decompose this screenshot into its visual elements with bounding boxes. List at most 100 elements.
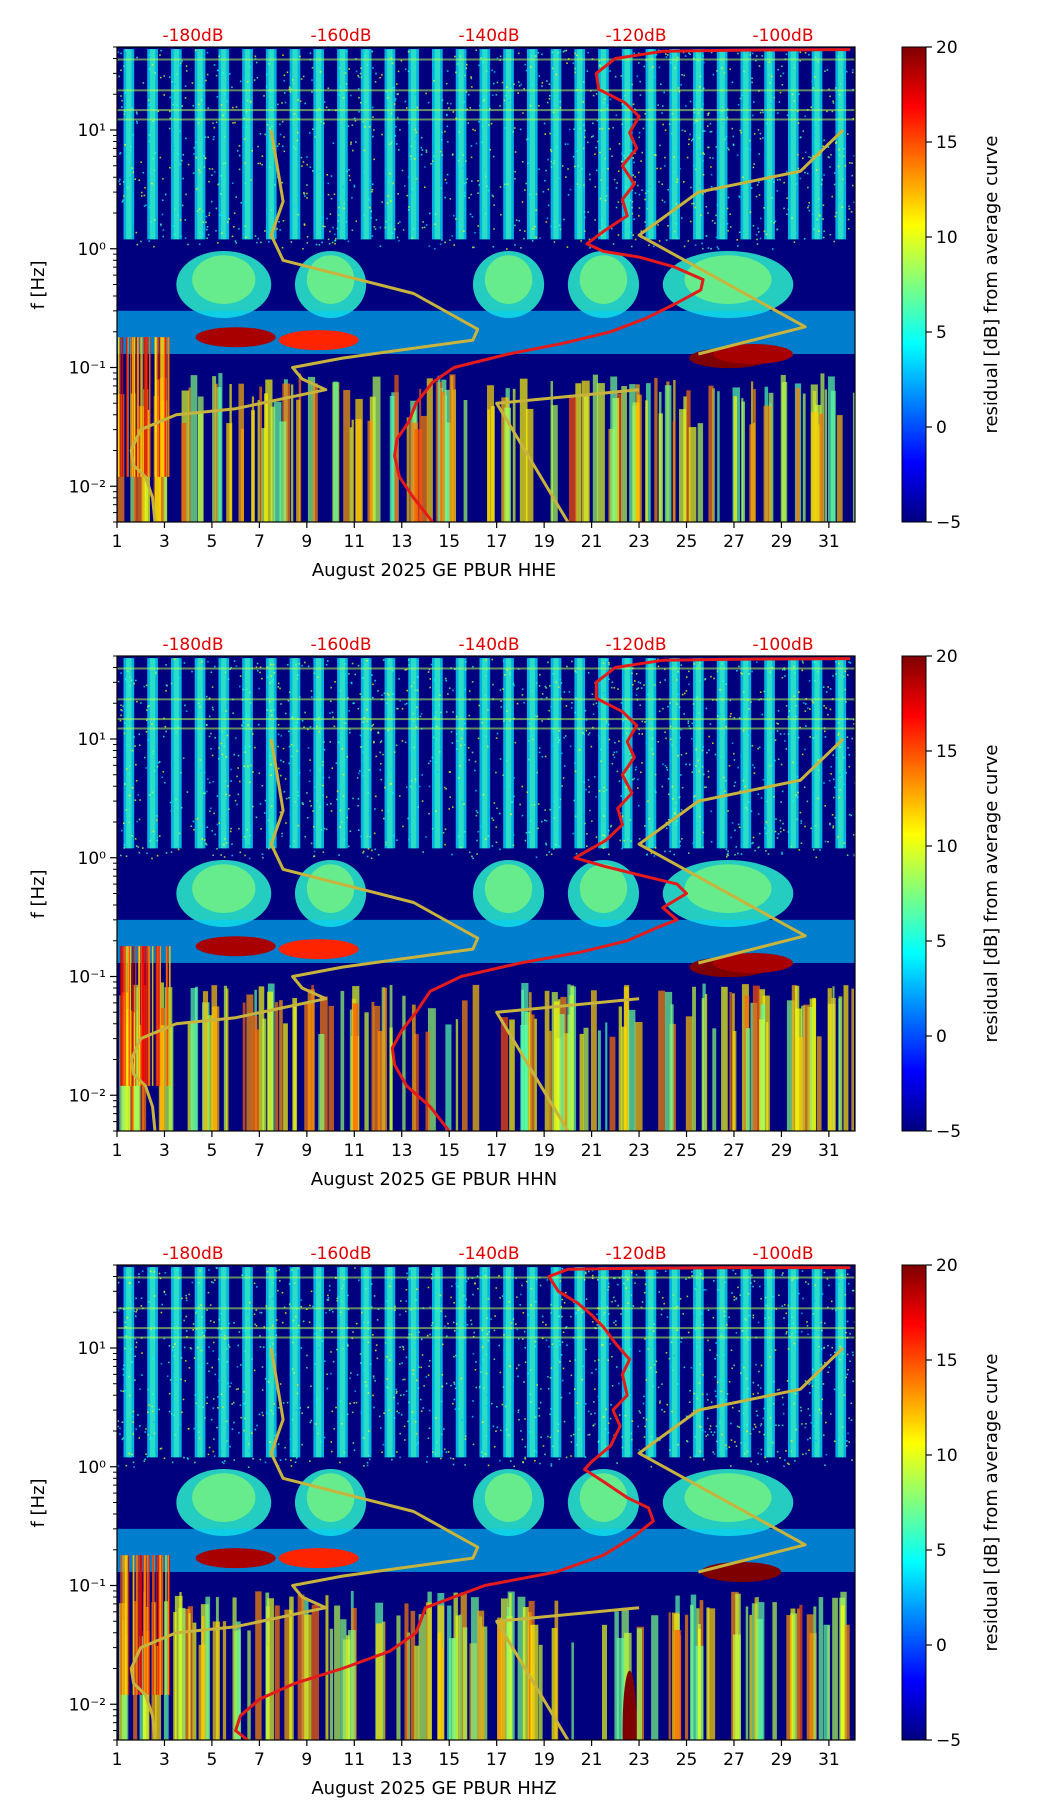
colorbar-tick-label: 15 — [936, 1351, 958, 1371]
x-tick-label: 7 — [254, 532, 265, 552]
spectrogram-texture — [117, 49, 855, 522]
colorbar-tick-label: 0 — [936, 1636, 947, 1656]
x-tick-label: 25 — [676, 1141, 698, 1161]
x-tick-label: 13 — [391, 532, 413, 552]
db-scale-label: -160dB — [310, 1244, 371, 1264]
x-tick-label: 21 — [581, 1141, 603, 1161]
x-tick-label: 3 — [159, 1141, 170, 1161]
colorbar-tick-label: 5 — [936, 323, 947, 343]
y-tick-label: 10⁻² — [69, 1086, 106, 1106]
y-tick-label: 10⁻² — [69, 477, 106, 497]
noise-model-curve-segment-1 — [129, 738, 480, 1131]
x-tick-label: 23 — [628, 1750, 650, 1770]
noise-model-curve-segment-3 — [637, 737, 845, 965]
x-tick-label: 17 — [486, 1141, 508, 1161]
x-tick-label: 15 — [438, 532, 460, 552]
x-tick-label: 1 — [112, 532, 123, 552]
x-tick-label: 11 — [343, 1750, 365, 1770]
colorbar-tick-label: −5 — [936, 1122, 961, 1142]
noise-model-curve-segment-3 — [637, 128, 845, 356]
y-axis-label: f [Hz] — [28, 869, 49, 918]
spectrogram-image — [117, 656, 855, 1131]
x-tick-label: 25 — [676, 532, 698, 552]
db-scale-label: -140dB — [458, 635, 519, 655]
average-curve — [234, 1266, 851, 1740]
db-scale-label: -140dB — [458, 1244, 519, 1264]
x-tick-label: 29 — [771, 1141, 793, 1161]
x-tick-label: 19 — [533, 532, 555, 552]
colorbar-tick-label: 0 — [936, 1027, 947, 1047]
hot-spot-2 — [278, 330, 359, 351]
y-tick-label: 10⁻² — [69, 1695, 106, 1715]
hot-spot-1 — [195, 327, 276, 348]
noise-model-curve-segment-2 — [495, 1606, 640, 1740]
hot-spot-1 — [195, 1548, 276, 1569]
average-curve — [393, 48, 851, 522]
colorbar-tick-label: 10 — [936, 837, 958, 857]
colorbar-tick-label: 5 — [936, 1541, 947, 1561]
y-axis-label: f [Hz] — [28, 1478, 49, 1527]
colorbar-tick-label: 20 — [936, 1256, 958, 1276]
x-tick-label: 1 — [112, 1141, 123, 1161]
noise-model-curve-segment-2 — [495, 388, 640, 522]
colorbar-tick-label: 20 — [936, 38, 958, 58]
db-scale-label: -120dB — [605, 635, 666, 655]
x-tick-label: 17 — [486, 1750, 508, 1770]
colorbar-gradient — [901, 46, 927, 523]
y-axis-label: f [Hz] — [28, 260, 49, 309]
noise-model-curve-segment-2 — [495, 997, 640, 1131]
db-scale-label: -100dB — [752, 1244, 813, 1264]
y-tick-label: 10¹ — [78, 730, 106, 750]
x-tick-label: 27 — [723, 532, 745, 552]
x-tick-label: 31 — [818, 1750, 840, 1770]
x-tick-label: 23 — [628, 532, 650, 552]
noise-model-curve-segment-1 — [129, 1347, 480, 1740]
db-scale-label: -180dB — [162, 635, 223, 655]
x-axis-label: August 2025 GE PBUR HHE — [312, 560, 556, 581]
db-scale-label: -100dB — [752, 26, 813, 46]
x-axis-label: August 2025 GE PBUR HHN — [311, 1169, 557, 1190]
colorbar: −5 0 5 10 15 20 residual [dB] from average cur… — [901, 647, 1002, 1142]
x-tick-label: 5 — [207, 1750, 218, 1770]
x-tick-label: 27 — [723, 1750, 745, 1770]
colorbar-gradient — [901, 1264, 927, 1741]
colorbar-tick-label: 5 — [936, 932, 947, 952]
spectrogram-image — [117, 47, 855, 522]
db-scale-label: -100dB — [752, 635, 813, 655]
x-tick-label: 19 — [533, 1750, 555, 1770]
colorbar-label: residual [dB] from average curve — [981, 135, 1002, 433]
colorbar-label: residual [dB] from average curve — [981, 744, 1002, 1042]
x-tick-label: 19 — [533, 1141, 555, 1161]
db-scale-label: -180dB — [162, 1244, 223, 1264]
spectrogram-image — [117, 1265, 855, 1740]
x-tick-label: 9 — [301, 1750, 312, 1770]
y-tick-label: 10¹ — [78, 1339, 106, 1359]
x-tick-label: 23 — [628, 1141, 650, 1161]
hot-spot-2 — [278, 1548, 359, 1569]
hot-spot-4 — [712, 952, 793, 973]
colorbar-tick-label: 0 — [936, 418, 947, 438]
colorbar: −5 0 5 10 15 20 residual [dB] from average cur… — [901, 38, 1002, 533]
x-tick-label: 31 — [818, 532, 840, 552]
hot-spot-4 — [701, 1561, 782, 1582]
y-tick-label: 10⁻¹ — [69, 359, 106, 379]
db-scale-label: -180dB — [162, 26, 223, 46]
db-scale-label: -160dB — [310, 26, 371, 46]
hot-spot-3 — [622, 1670, 637, 1740]
x-tick-label: 5 — [207, 1141, 218, 1161]
colorbar-tick-label: 15 — [936, 133, 958, 153]
x-tick-label: 21 — [581, 532, 603, 552]
colorbar-tick-label: −5 — [936, 1731, 961, 1751]
x-tick-label: 17 — [486, 532, 508, 552]
colorbar-tick-label: 10 — [936, 228, 958, 248]
hot-spot-4 — [712, 343, 793, 364]
x-tick-label: 11 — [343, 1141, 365, 1161]
x-tick-label: 31 — [818, 1141, 840, 1161]
colorbar-tick-label: −5 — [936, 513, 961, 533]
x-tick-label: 27 — [723, 1141, 745, 1161]
y-tick-label: 10⁰ — [78, 240, 107, 260]
